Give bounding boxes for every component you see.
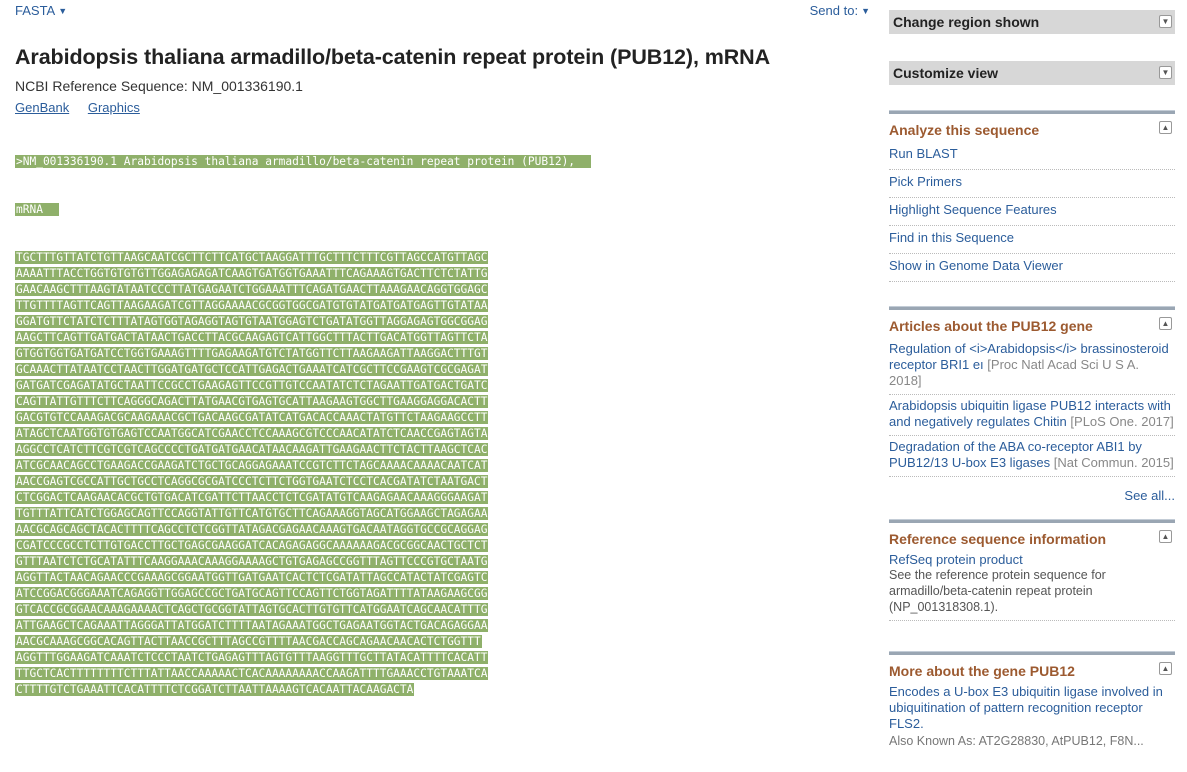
sequence-line: AAGCTTCAGTTGATGACTATAACTGACCTTACGCAAGAGT… [15,331,489,344]
sequence-line: ATAGCTCAATGGTGTGAGTCCAATGGCATCGAACCTCCAA… [15,427,489,440]
send-to-label: Send to: [809,3,859,18]
view-links: GenBank Graphics [15,100,155,115]
sequence-line: ATCGCAACAGCCTGAAGACCGAAGATCTGCTGCAGGAGAA… [15,459,489,472]
sequence-line: TGCTTTGTTATCTGTTAAGCAATCGCTTCTTCATGCTAAG… [15,251,489,264]
portlet-divider [889,306,1175,310]
display-toolbar: FASTA ▼ Send to: ▼ [15,3,870,19]
sequence-line: AACCGAGTCGCCATTGCTGCCTCAGGCGCGATCCCTCTTC… [15,475,489,488]
gene-aliases: Also Known As: AT2G28830, AtPUB12, F8N..… [889,734,1144,748]
sequence-line: GGATGTTCTATCTCTTTATAGTGGTAGAGGTAGTGTAATG… [15,315,489,328]
portlet-divider [889,110,1175,114]
article-source: [Nat Commun. 2015] [1053,455,1174,470]
analyze-tools-list: Run BLAST Pick Primers Highlight Sequenc… [889,142,1175,282]
analyze-sequence-portlet: Analyze this sequence ▲ Run BLAST Pick Pr… [889,110,1175,282]
sequence-line: GAACAAGCTTTAAGTATAATCCCTTATGAGAATCTGGAAA… [15,283,489,296]
find-in-sequence-link[interactable]: Find in this Sequence [889,226,1175,254]
sequence-line: TTGTTTTAGTTCAGTTAAGAAGATCGTTAGGAAAACGCGG… [15,299,489,312]
fasta-sequence[interactable]: >NM_001336190.1 Arabidopsis thaliana arm… [15,122,592,730]
panel-title: Customize view [893,65,999,81]
page-title: Arabidopsis thaliana armadillo/beta-cate… [15,45,771,69]
collapse-toggle-icon[interactable]: ▲ [1159,317,1172,330]
articles-portlet: Articles about the PUB12 gene ▲ Regulatio… [889,306,1175,503]
article-source: [Proc Natl Acad Sci U S A. 2018] [889,357,1140,388]
article-source: [PLoS One. 2017] [1070,414,1174,429]
article-link[interactable]: Regulation of <i>Arabidopsis</i> brassin… [889,341,1169,372]
format-menu-label: FASTA [15,3,56,18]
customize-view-panel[interactable]: Customize view ▼ [889,61,1175,85]
sequence-line: AACGCAAAGCGGCACAGTTACTTAACCGCTTTAGCCGTTT… [15,635,482,648]
panel-title: Change region shown [893,14,1040,30]
genome-data-viewer-link[interactable]: Show in Genome Data Viewer [889,254,1175,282]
sequence-line: AGGCCTCATCTTCGTCGTCAGCCCCTGATGATGAACATAA… [15,443,489,456]
portlet-heading: Analyze this sequence ▲ [889,114,1175,138]
refseq-accession: NCBI Reference Sequence: NM_001336190.1 [15,78,303,94]
portlet-divider [889,519,1175,523]
article-item: Arabidopsis ubiquitin ligase PUB12 inter… [889,395,1175,436]
sequence-line: AAAATTTACCTGGTGTGTGTTGGAGAGAGATCAAGTGATG… [15,267,489,280]
expand-toggle-icon[interactable]: ▼ [1159,66,1172,79]
gene-summary-link[interactable]: Encodes a U-box E3 ubiquitin ligase invo… [889,684,1163,731]
chevron-down-icon: ▼ [861,6,870,16]
portlet-divider [889,651,1175,655]
article-item: Regulation of <i>Arabidopsis</i> brassin… [889,338,1175,395]
highlight-features-link[interactable]: Highlight Sequence Features [889,198,1175,226]
genbank-link[interactable]: GenBank [15,100,70,115]
collapse-toggle-icon[interactable]: ▲ [1159,662,1172,675]
refseq-protein-description: See the reference protein sequence for a… [889,567,1175,621]
format-menu[interactable]: FASTA ▼ [15,3,67,18]
sequence-lines: TGCTTTGTTATCTGTTAAGCAATCGCTTCTTCATGCTAAG… [15,250,591,698]
sequence-line: AGGTTACTAACAGAACCCGAAAGCGGAATGGTTGATGAAT… [15,571,489,584]
gene-info-portlet: More about the gene PUB12 ▲ Encodes a U-b… [889,651,1175,748]
sequence-line: TTGCTCACTTTTTTTTCTTTATTAACCAAAAACTCACAAA… [15,667,489,680]
change-region-panel[interactable]: Change region shown ▼ [889,10,1175,34]
sequence-line: GCAAACTTATAATCCTAACTTGGATGATGCTCCATTGAGA… [15,363,489,376]
sequence-line: CAGTTATTGTTTCTTCAGGGCAGACTTATGAACGTGAGTG… [15,395,489,408]
sequence-line: GTCACCGCGGAACAAAGAAAACTCAGCTGCGGTATTAGTG… [15,603,489,616]
send-to-menu[interactable]: Send to: ▼ [810,3,870,18]
expand-toggle-icon[interactable]: ▼ [1159,15,1172,28]
collapse-toggle-icon[interactable]: ▲ [1159,530,1172,543]
sequence-line: GACGTGTCCAAAGACGCAAGAAACGCTGACAAGCGATATC… [15,411,489,424]
chevron-down-icon: ▼ [58,6,68,16]
fasta-header-line: >NM_001336190.1 Arabidopsis thaliana arm… [15,154,592,170]
portlet-heading: More about the gene PUB12 ▲ [889,655,1175,679]
sequence-line: CTCGGACTCAAGAACACGCTGTGACATCGATTCTTAACCT… [15,491,489,504]
portlet-heading: Reference sequence information ▲ [889,523,1175,547]
collapse-toggle-icon[interactable]: ▲ [1159,121,1172,134]
sequence-line: GATGATCGAGATATGCTAATTCCGCCTGAAGAGTTCCGTT… [15,379,489,392]
sequence-line: AGGTTTGGAAGATCAAATCTCCCTAATCTGAGAGTTTAGT… [15,651,489,664]
sequence-line: CTTTTGTCTGAAATTCACATTTTCTCGGATCTTAATTAAA… [15,683,415,696]
refseq-protein-link[interactable]: RefSeq protein product [889,552,1023,567]
pick-primers-link[interactable]: Pick Primers [889,170,1175,198]
sequence-line: CGATCCCGCCTCTTGTGACCTTGCTGAGCGAAGGATCACA… [15,539,489,552]
sequence-line: ATCCGGACGGGAAATCAGAGGTTGGAGCCGCTGATGCAGT… [15,587,489,600]
sequence-line: AACGCAGCAGCTACACTTTTCAGCCTCTCGGTTATAGACG… [15,523,489,536]
article-link[interactable]: Arabidopsis ubiquitin ligase PUB12 inter… [889,398,1171,429]
portlet-heading: Articles about the PUB12 gene ▲ [889,310,1175,334]
run-blast-link[interactable]: Run BLAST [889,142,1175,170]
sequence-line: GTGGTGGTGATGATCCTGGTGAAAGTTTTGAGAAGATGTC… [15,347,489,360]
graphics-link[interactable]: Graphics [87,100,140,115]
see-all-link[interactable]: See all... [1124,488,1175,503]
articles-list: Regulation of <i>Arabidopsis</i> brassin… [889,338,1175,477]
reference-info-portlet: Reference sequence information ▲ RefSeq p… [889,519,1175,621]
article-item: Degradation of the ABA co-receptor ABI1 … [889,436,1175,477]
article-link[interactable]: Degradation of the ABA co-receptor ABI1 … [889,439,1142,470]
sequence-line: GTTTAATCTCTGCATATTTCAAGGAAACAAAGGAAAAGCT… [15,555,489,568]
fasta-header-line: mRNA [15,202,591,218]
sequence-line: ATTGAAGCTCAGAAATTAGGGATTATGGATCTTTTAATAG… [15,619,489,632]
sequence-line: TGTTTATTCATCTGGAGCAGTTCCAGGTATTGTTCATGTG… [15,507,489,520]
